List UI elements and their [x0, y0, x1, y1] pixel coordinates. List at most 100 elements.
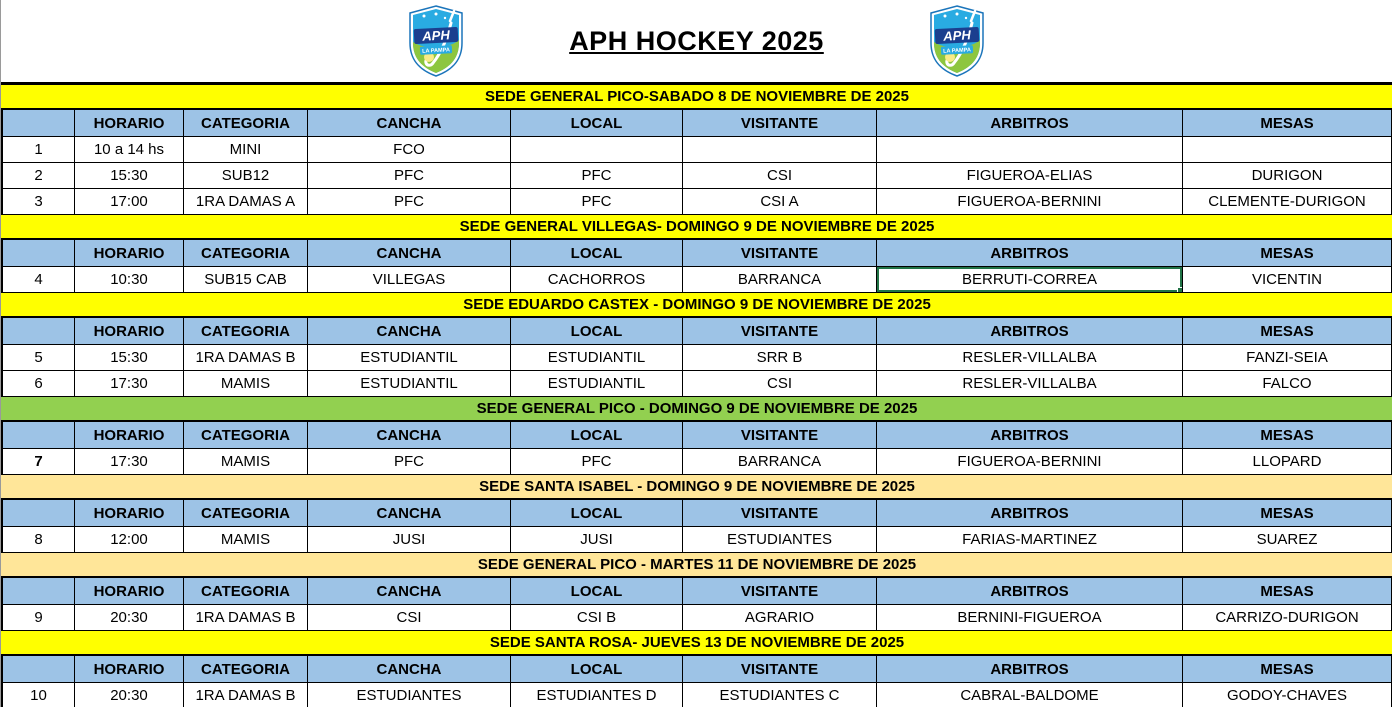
column-header[interactable]: CATEGORIA [184, 578, 308, 604]
horario-cell[interactable]: 20:30 [75, 605, 184, 630]
visitante-cell[interactable]: AGRARIO [683, 605, 877, 630]
categoria-cell[interactable]: SUB12 [184, 163, 308, 188]
section-header[interactable]: SEDE SANTA ROSA- JUEVES 13 DE NOVIEMBRE … [1, 631, 1392, 656]
categoria-cell[interactable]: 1RA DAMAS B [184, 683, 308, 707]
mesas-cell[interactable]: CARRIZO-DURIGON [1183, 605, 1392, 630]
column-header[interactable]: VISITANTE [683, 240, 877, 266]
column-header[interactable]: CANCHA [308, 656, 511, 682]
column-header[interactable]: VISITANTE [683, 578, 877, 604]
row-number-cell[interactable]: 9 [1, 605, 75, 630]
local-cell[interactable]: CACHORROS [511, 267, 683, 292]
row-number-cell[interactable]: 2 [1, 163, 75, 188]
cancha-cell[interactable]: PFC [308, 163, 511, 188]
cancha-cell[interactable]: ESTUDIANTIL [308, 345, 511, 370]
cancha-cell[interactable]: ESTUDIANTES [308, 683, 511, 707]
column-header[interactable]: ARBITROS [877, 578, 1183, 604]
column-header[interactable]: HORARIO [75, 578, 184, 604]
column-header[interactable] [1, 500, 75, 526]
column-header[interactable]: VISITANTE [683, 656, 877, 682]
cancha-cell[interactable]: PFC [308, 449, 511, 474]
visitante-cell[interactable]: ESTUDIANTES C [683, 683, 877, 707]
column-header[interactable]: MESAS [1183, 578, 1392, 604]
horario-cell[interactable]: 10 a 14 hs [75, 137, 184, 162]
column-header[interactable]: CATEGORIA [184, 656, 308, 682]
visitante-cell[interactable] [683, 137, 877, 162]
column-header[interactable]: VISITANTE [683, 110, 877, 136]
column-header[interactable]: MESAS [1183, 318, 1392, 344]
column-header[interactable]: CATEGORIA [184, 500, 308, 526]
horario-cell[interactable]: 17:30 [75, 371, 184, 396]
arbitros-cell[interactable]: FIGUEROA-ELIAS [877, 163, 1183, 188]
column-header[interactable]: VISITANTE [683, 422, 877, 448]
column-header[interactable]: CANCHA [308, 578, 511, 604]
row-number-cell[interactable]: 10 [1, 683, 75, 707]
column-header[interactable]: HORARIO [75, 422, 184, 448]
local-cell[interactable]: PFC [511, 449, 683, 474]
row-number-cell[interactable]: 4 [1, 267, 75, 292]
column-header[interactable] [1, 110, 75, 136]
visitante-cell[interactable]: BARRANCA [683, 267, 877, 292]
categoria-cell[interactable]: SUB15 CAB [184, 267, 308, 292]
column-header[interactable]: HORARIO [75, 318, 184, 344]
arbitros-cell-selected[interactable]: BERRUTI-CORREA [877, 267, 1183, 292]
column-header[interactable]: VISITANTE [683, 318, 877, 344]
categoria-cell[interactable]: MINI [184, 137, 308, 162]
column-header[interactable]: HORARIO [75, 110, 184, 136]
visitante-cell[interactable]: CSI [683, 163, 877, 188]
arbitros-cell[interactable]: FIGUEROA-BERNINI [877, 189, 1183, 214]
section-header[interactable]: SEDE GENERAL PICO - MARTES 11 DE NOVIEMB… [1, 553, 1392, 578]
column-header[interactable]: MESAS [1183, 110, 1392, 136]
arbitros-cell[interactable]: RESLER-VILLALBA [877, 371, 1183, 396]
column-header[interactable]: ARBITROS [877, 656, 1183, 682]
visitante-cell[interactable]: BARRANCA [683, 449, 877, 474]
cancha-cell[interactable]: JUSI [308, 527, 511, 552]
cancha-cell[interactable]: CSI [308, 605, 511, 630]
arbitros-cell[interactable]: BERNINI-FIGUEROA [877, 605, 1183, 630]
column-header[interactable]: LOCAL [511, 318, 683, 344]
categoria-cell[interactable]: MAMIS [184, 527, 308, 552]
column-header[interactable] [1, 578, 75, 604]
column-header[interactable]: CATEGORIA [184, 240, 308, 266]
visitante-cell[interactable]: ESTUDIANTES [683, 527, 877, 552]
column-header[interactable]: CANCHA [308, 422, 511, 448]
column-header[interactable]: ARBITROS [877, 240, 1183, 266]
local-cell[interactable]: PFC [511, 189, 683, 214]
column-header[interactable]: VISITANTE [683, 500, 877, 526]
categoria-cell[interactable]: MAMIS [184, 371, 308, 396]
visitante-cell[interactable]: CSI [683, 371, 877, 396]
cancha-cell[interactable]: ESTUDIANTIL [308, 371, 511, 396]
cancha-cell[interactable]: FCO [308, 137, 511, 162]
row-number-cell[interactable]: 7 [1, 449, 75, 474]
row-number-cell[interactable]: 1 [1, 137, 75, 162]
column-header[interactable] [1, 656, 75, 682]
column-header[interactable]: CATEGORIA [184, 110, 308, 136]
row-number-cell[interactable]: 3 [1, 189, 75, 214]
column-header[interactable]: CANCHA [308, 240, 511, 266]
section-header[interactable]: SEDE GENERAL VILLEGAS- DOMINGO 9 DE NOVI… [1, 215, 1392, 240]
column-header[interactable]: LOCAL [511, 500, 683, 526]
section-header[interactable]: SEDE EDUARDO CASTEX - DOMINGO 9 DE NOVIE… [1, 293, 1392, 318]
column-header[interactable]: CATEGORIA [184, 318, 308, 344]
categoria-cell[interactable]: MAMIS [184, 449, 308, 474]
section-header[interactable]: SEDE GENERAL PICO - DOMINGO 9 DE NOVIEMB… [1, 397, 1392, 422]
mesas-cell[interactable]: LLOPARD [1183, 449, 1392, 474]
arbitros-cell[interactable]: FIGUEROA-BERNINI [877, 449, 1183, 474]
horario-cell[interactable]: 15:30 [75, 163, 184, 188]
categoria-cell[interactable]: 1RA DAMAS B [184, 605, 308, 630]
mesas-cell[interactable]: DURIGON [1183, 163, 1392, 188]
local-cell[interactable]: CSI B [511, 605, 683, 630]
column-header[interactable]: LOCAL [511, 110, 683, 136]
section-header[interactable]: SEDE GENERAL PICO-SABADO 8 DE NOVIEMBRE … [1, 85, 1392, 110]
horario-cell[interactable]: 15:30 [75, 345, 184, 370]
mesas-cell[interactable]: SUAREZ [1183, 527, 1392, 552]
local-cell[interactable] [511, 137, 683, 162]
row-number-cell[interactable]: 8 [1, 527, 75, 552]
mesas-cell[interactable]: GODOY-CHAVES [1183, 683, 1392, 707]
arbitros-cell[interactable]: RESLER-VILLALBA [877, 345, 1183, 370]
column-header[interactable]: ARBITROS [877, 110, 1183, 136]
column-header[interactable]: LOCAL [511, 578, 683, 604]
horario-cell[interactable]: 12:00 [75, 527, 184, 552]
horario-cell[interactable]: 17:00 [75, 189, 184, 214]
categoria-cell[interactable]: 1RA DAMAS B [184, 345, 308, 370]
column-header[interactable]: CANCHA [308, 500, 511, 526]
